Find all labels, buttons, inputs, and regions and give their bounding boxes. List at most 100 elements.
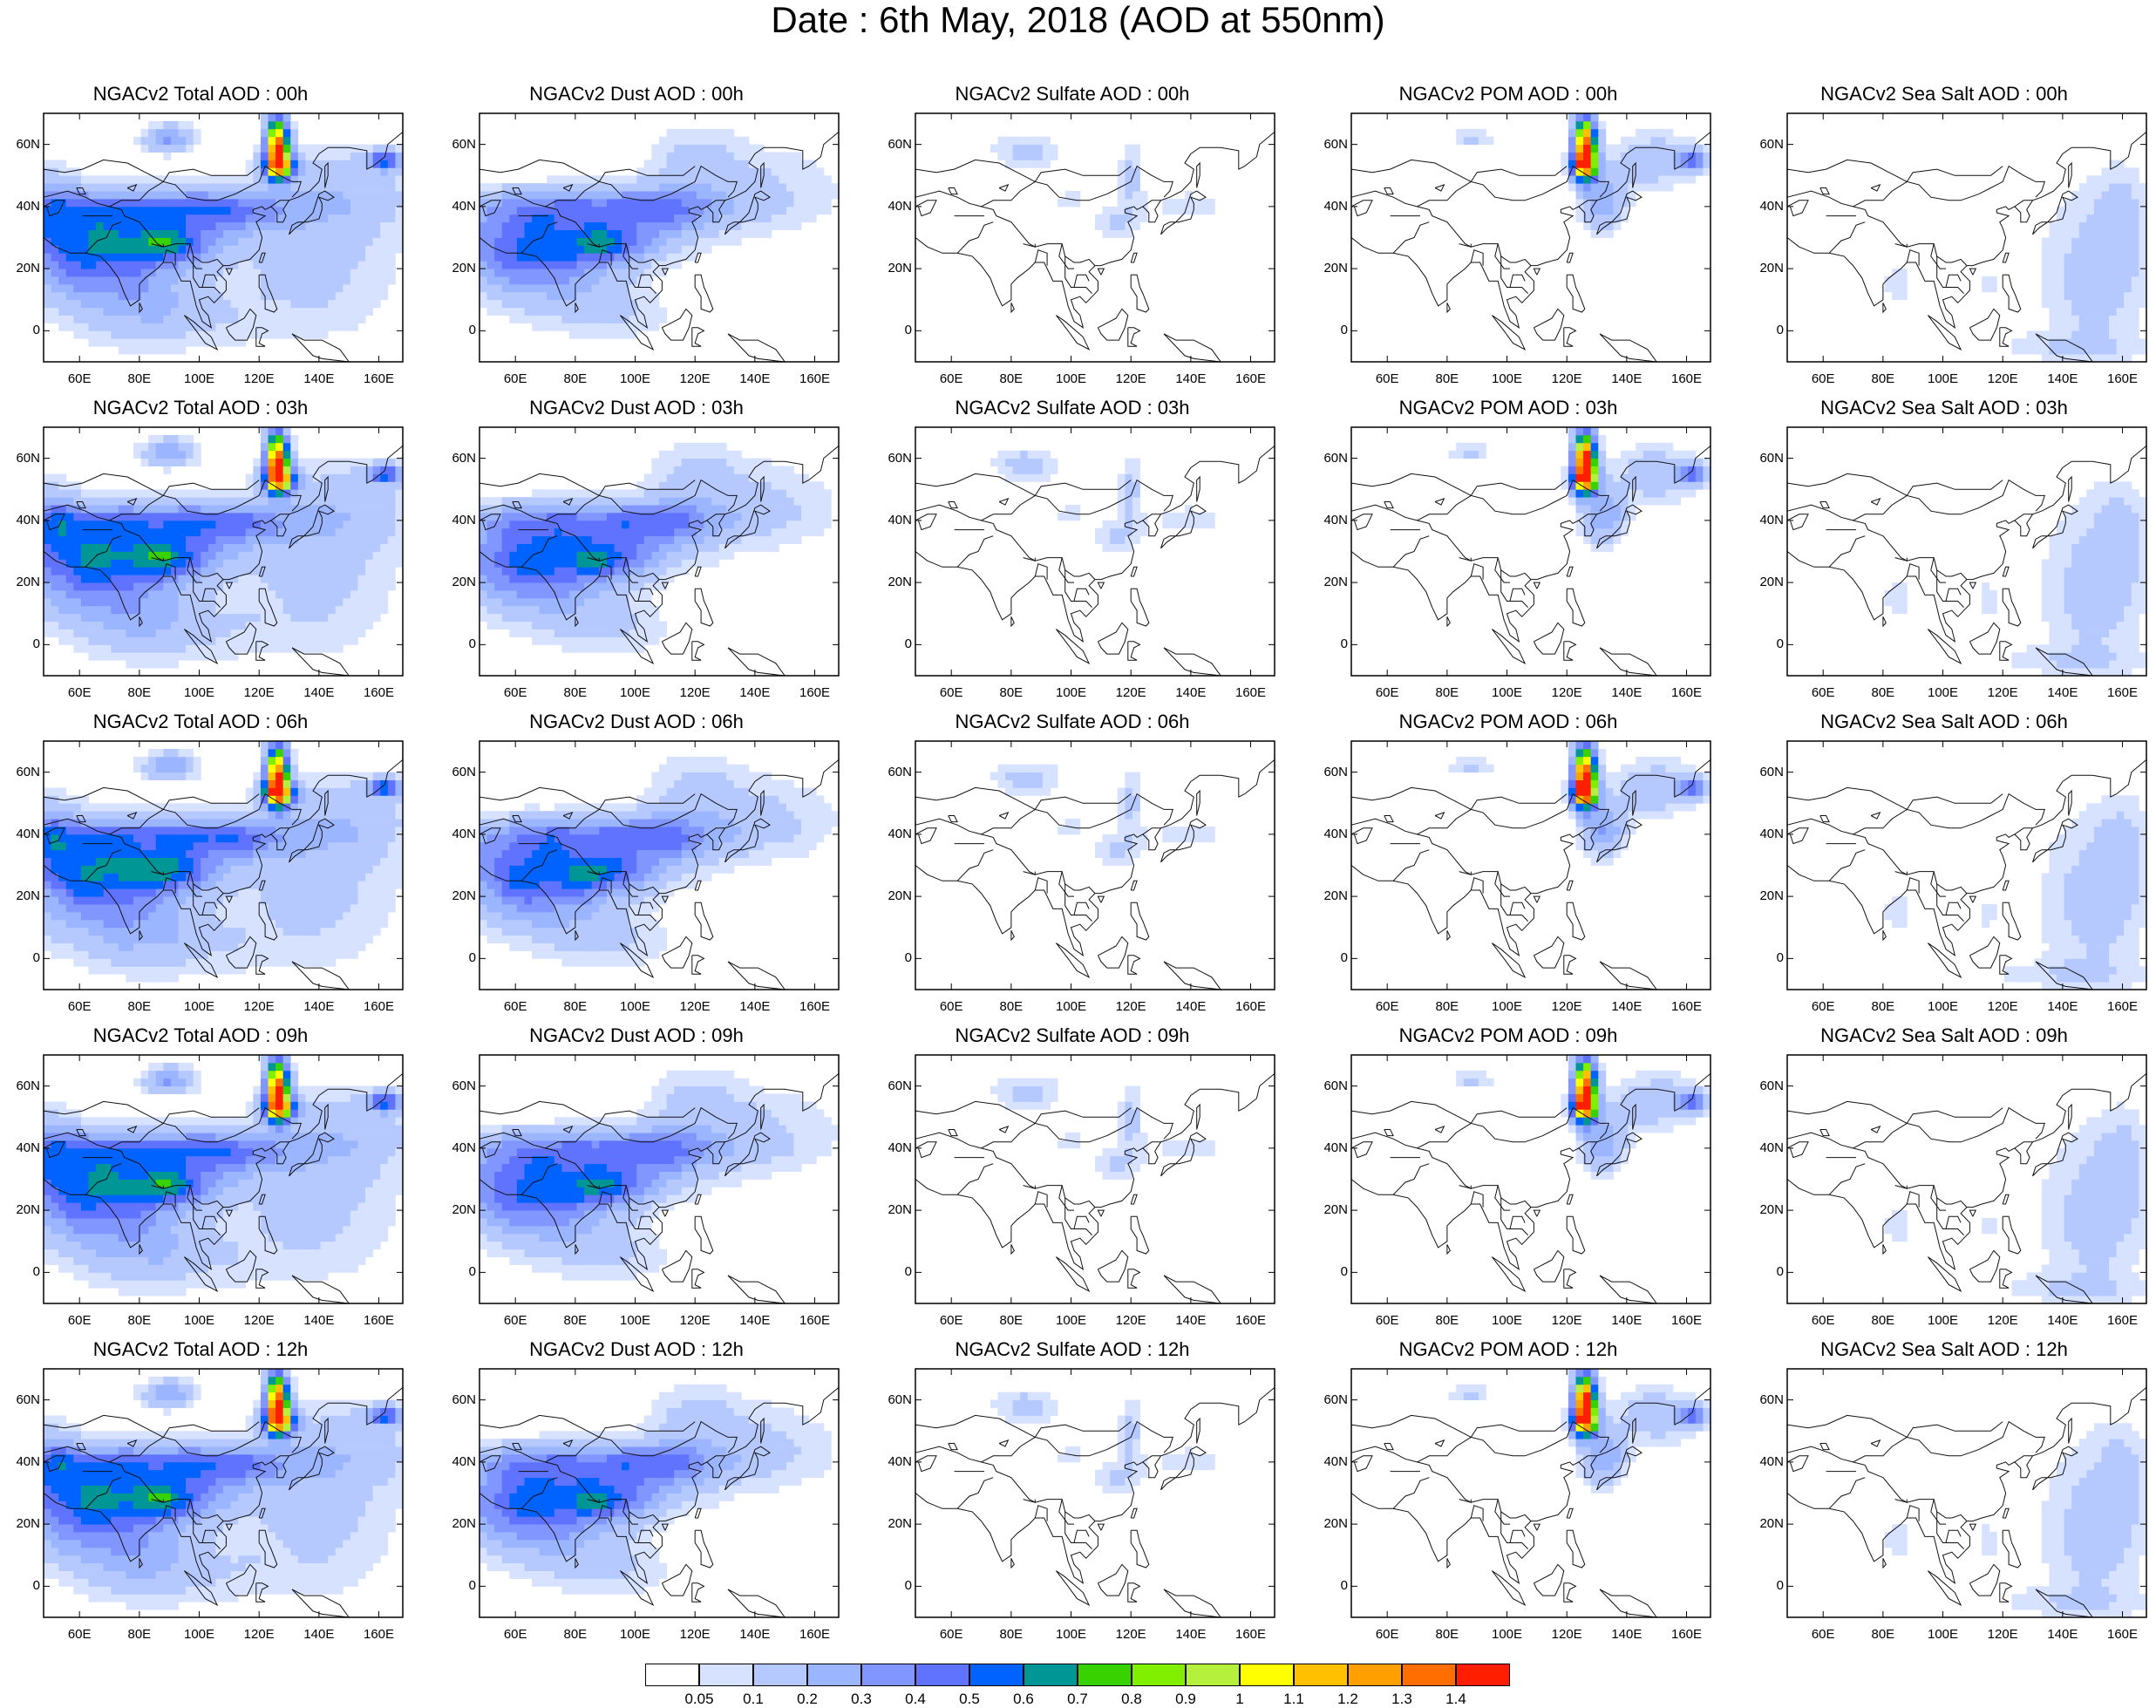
country-border bbox=[1035, 1422, 1131, 1438]
aod-map bbox=[915, 427, 1275, 676]
lat-tick-label: 40N bbox=[9, 199, 40, 214]
country-border bbox=[1907, 794, 2003, 810]
country-border bbox=[1471, 564, 1483, 580]
coastline bbox=[949, 188, 957, 194]
coastline bbox=[1534, 1250, 1563, 1282]
country-border bbox=[1931, 872, 1946, 897]
colorbar-label: 0.6 bbox=[1002, 1691, 1045, 1708]
coastline bbox=[2000, 328, 2012, 346]
lon-tick-label: 160E bbox=[353, 1313, 405, 1328]
aod-field bbox=[44, 427, 403, 669]
coastline bbox=[1969, 936, 1999, 968]
lon-tick-label: 100E bbox=[173, 1627, 226, 1642]
lon-tick-label: 120E bbox=[1105, 999, 1157, 1014]
lat-tick-label: 40N bbox=[1316, 1454, 1348, 1469]
coastline bbox=[1564, 956, 1576, 974]
coastline bbox=[695, 589, 713, 626]
lon-tick-label: 80E bbox=[1857, 1313, 1909, 1328]
lat-tick-label: 0 bbox=[1316, 950, 1348, 965]
panel-title: NGACv2 Sea Salt AOD : 06h bbox=[1752, 711, 2136, 732]
country-border bbox=[1931, 1186, 1946, 1211]
map-area bbox=[1351, 113, 1711, 362]
coastline bbox=[1928, 943, 1961, 977]
aod-map bbox=[1351, 113, 1711, 362]
country-border bbox=[1787, 1415, 1907, 1437]
coastline bbox=[2069, 791, 2072, 816]
country-border bbox=[1459, 558, 1472, 561]
coastline bbox=[2000, 1269, 2012, 1288]
panel-title: NGACv2 Total AOD : 12h bbox=[9, 1339, 392, 1360]
coastline bbox=[1098, 896, 1104, 902]
country-border bbox=[1471, 480, 1567, 496]
coastline bbox=[1128, 956, 1140, 974]
lon-tick-label: 160E bbox=[2097, 685, 2149, 700]
map-area bbox=[1787, 741, 2146, 990]
lon-tick-label: 80E bbox=[1857, 1627, 1909, 1642]
coastline bbox=[1164, 1589, 1221, 1617]
coastline bbox=[1447, 303, 1450, 312]
lat-tick-label: 0 bbox=[881, 636, 912, 651]
country-border bbox=[1351, 505, 1531, 580]
map-area bbox=[915, 1369, 1275, 1617]
coastline bbox=[2069, 477, 2072, 502]
lon-tick-label: 120E bbox=[669, 999, 721, 1014]
lat-tick-label: 20N bbox=[1316, 1516, 1348, 1531]
figure-title: Date : 6th May, 2018 (AOD at 550nm) bbox=[0, 0, 2156, 40]
country-border bbox=[1035, 250, 1047, 266]
lat-tick-label: 40N bbox=[1316, 1140, 1348, 1155]
lon-tick-label: 140E bbox=[1165, 1627, 1217, 1642]
aod-map bbox=[44, 113, 403, 362]
country-border bbox=[1853, 167, 2045, 207]
lon-tick-label: 140E bbox=[1165, 371, 1217, 386]
lon-tick-label: 160E bbox=[1225, 685, 1277, 700]
lon-tick-label: 100E bbox=[173, 999, 226, 1014]
map-frame bbox=[915, 427, 1275, 676]
lat-tick-label: 60N bbox=[881, 1079, 912, 1093]
country-border bbox=[1907, 167, 2003, 182]
coastline bbox=[695, 1508, 701, 1518]
colorbar-swatch bbox=[861, 1664, 915, 1686]
coastline bbox=[915, 1142, 936, 1158]
lon-tick-label: 80E bbox=[113, 371, 166, 386]
lat-tick-label: 40N bbox=[1316, 827, 1348, 841]
country-border bbox=[1351, 160, 1471, 181]
coastline bbox=[1969, 896, 1976, 902]
panel-title: NGACv2 Sea Salt AOD : 09h bbox=[1752, 1025, 2136, 1046]
lon-tick-label: 140E bbox=[729, 1627, 781, 1642]
lon-tick-label: 100E bbox=[173, 685, 226, 700]
coastline bbox=[695, 567, 701, 576]
lat-tick-label: 20N bbox=[1752, 1202, 1784, 1217]
map-frame bbox=[915, 1369, 1275, 1617]
map-area bbox=[1787, 1369, 2146, 1617]
colorbar-swatch bbox=[1024, 1664, 1078, 1686]
lon-tick-label: 160E bbox=[353, 999, 405, 1014]
aod-map bbox=[1351, 427, 1711, 676]
coastline bbox=[1351, 514, 1372, 530]
colorbar-label: 0.8 bbox=[1110, 1691, 1153, 1708]
panel-title: NGACv2 Sulfate AOD : 03h bbox=[881, 398, 1264, 418]
lon-tick-label: 60E bbox=[925, 371, 977, 386]
lat-tick-label: 40N bbox=[445, 1140, 476, 1155]
lon-tick-label: 120E bbox=[1105, 371, 1157, 386]
coastline bbox=[999, 813, 1008, 819]
lon-tick-label: 140E bbox=[2037, 1313, 2089, 1328]
coastline bbox=[1787, 828, 1808, 844]
lat-tick-label: 60N bbox=[445, 1392, 476, 1407]
map-area bbox=[44, 427, 403, 676]
map-area bbox=[1787, 1055, 2146, 1303]
country-border bbox=[1471, 167, 1567, 182]
coastline bbox=[2003, 567, 2009, 576]
coastline bbox=[1928, 1571, 1961, 1605]
panel-title: NGACv2 Dust AOD : 06h bbox=[445, 711, 828, 732]
lat-tick-label: 0 bbox=[9, 323, 40, 337]
country-border bbox=[1787, 473, 1907, 495]
country-border bbox=[1351, 191, 1531, 266]
country-border bbox=[2015, 828, 2033, 834]
panel-title: NGACv2 POM AOD : 03h bbox=[1316, 398, 1700, 418]
map-area bbox=[1351, 1369, 1711, 1617]
country-border bbox=[1393, 222, 1429, 254]
lon-tick-label: 100E bbox=[609, 1313, 662, 1328]
coastline bbox=[1197, 1105, 1200, 1130]
